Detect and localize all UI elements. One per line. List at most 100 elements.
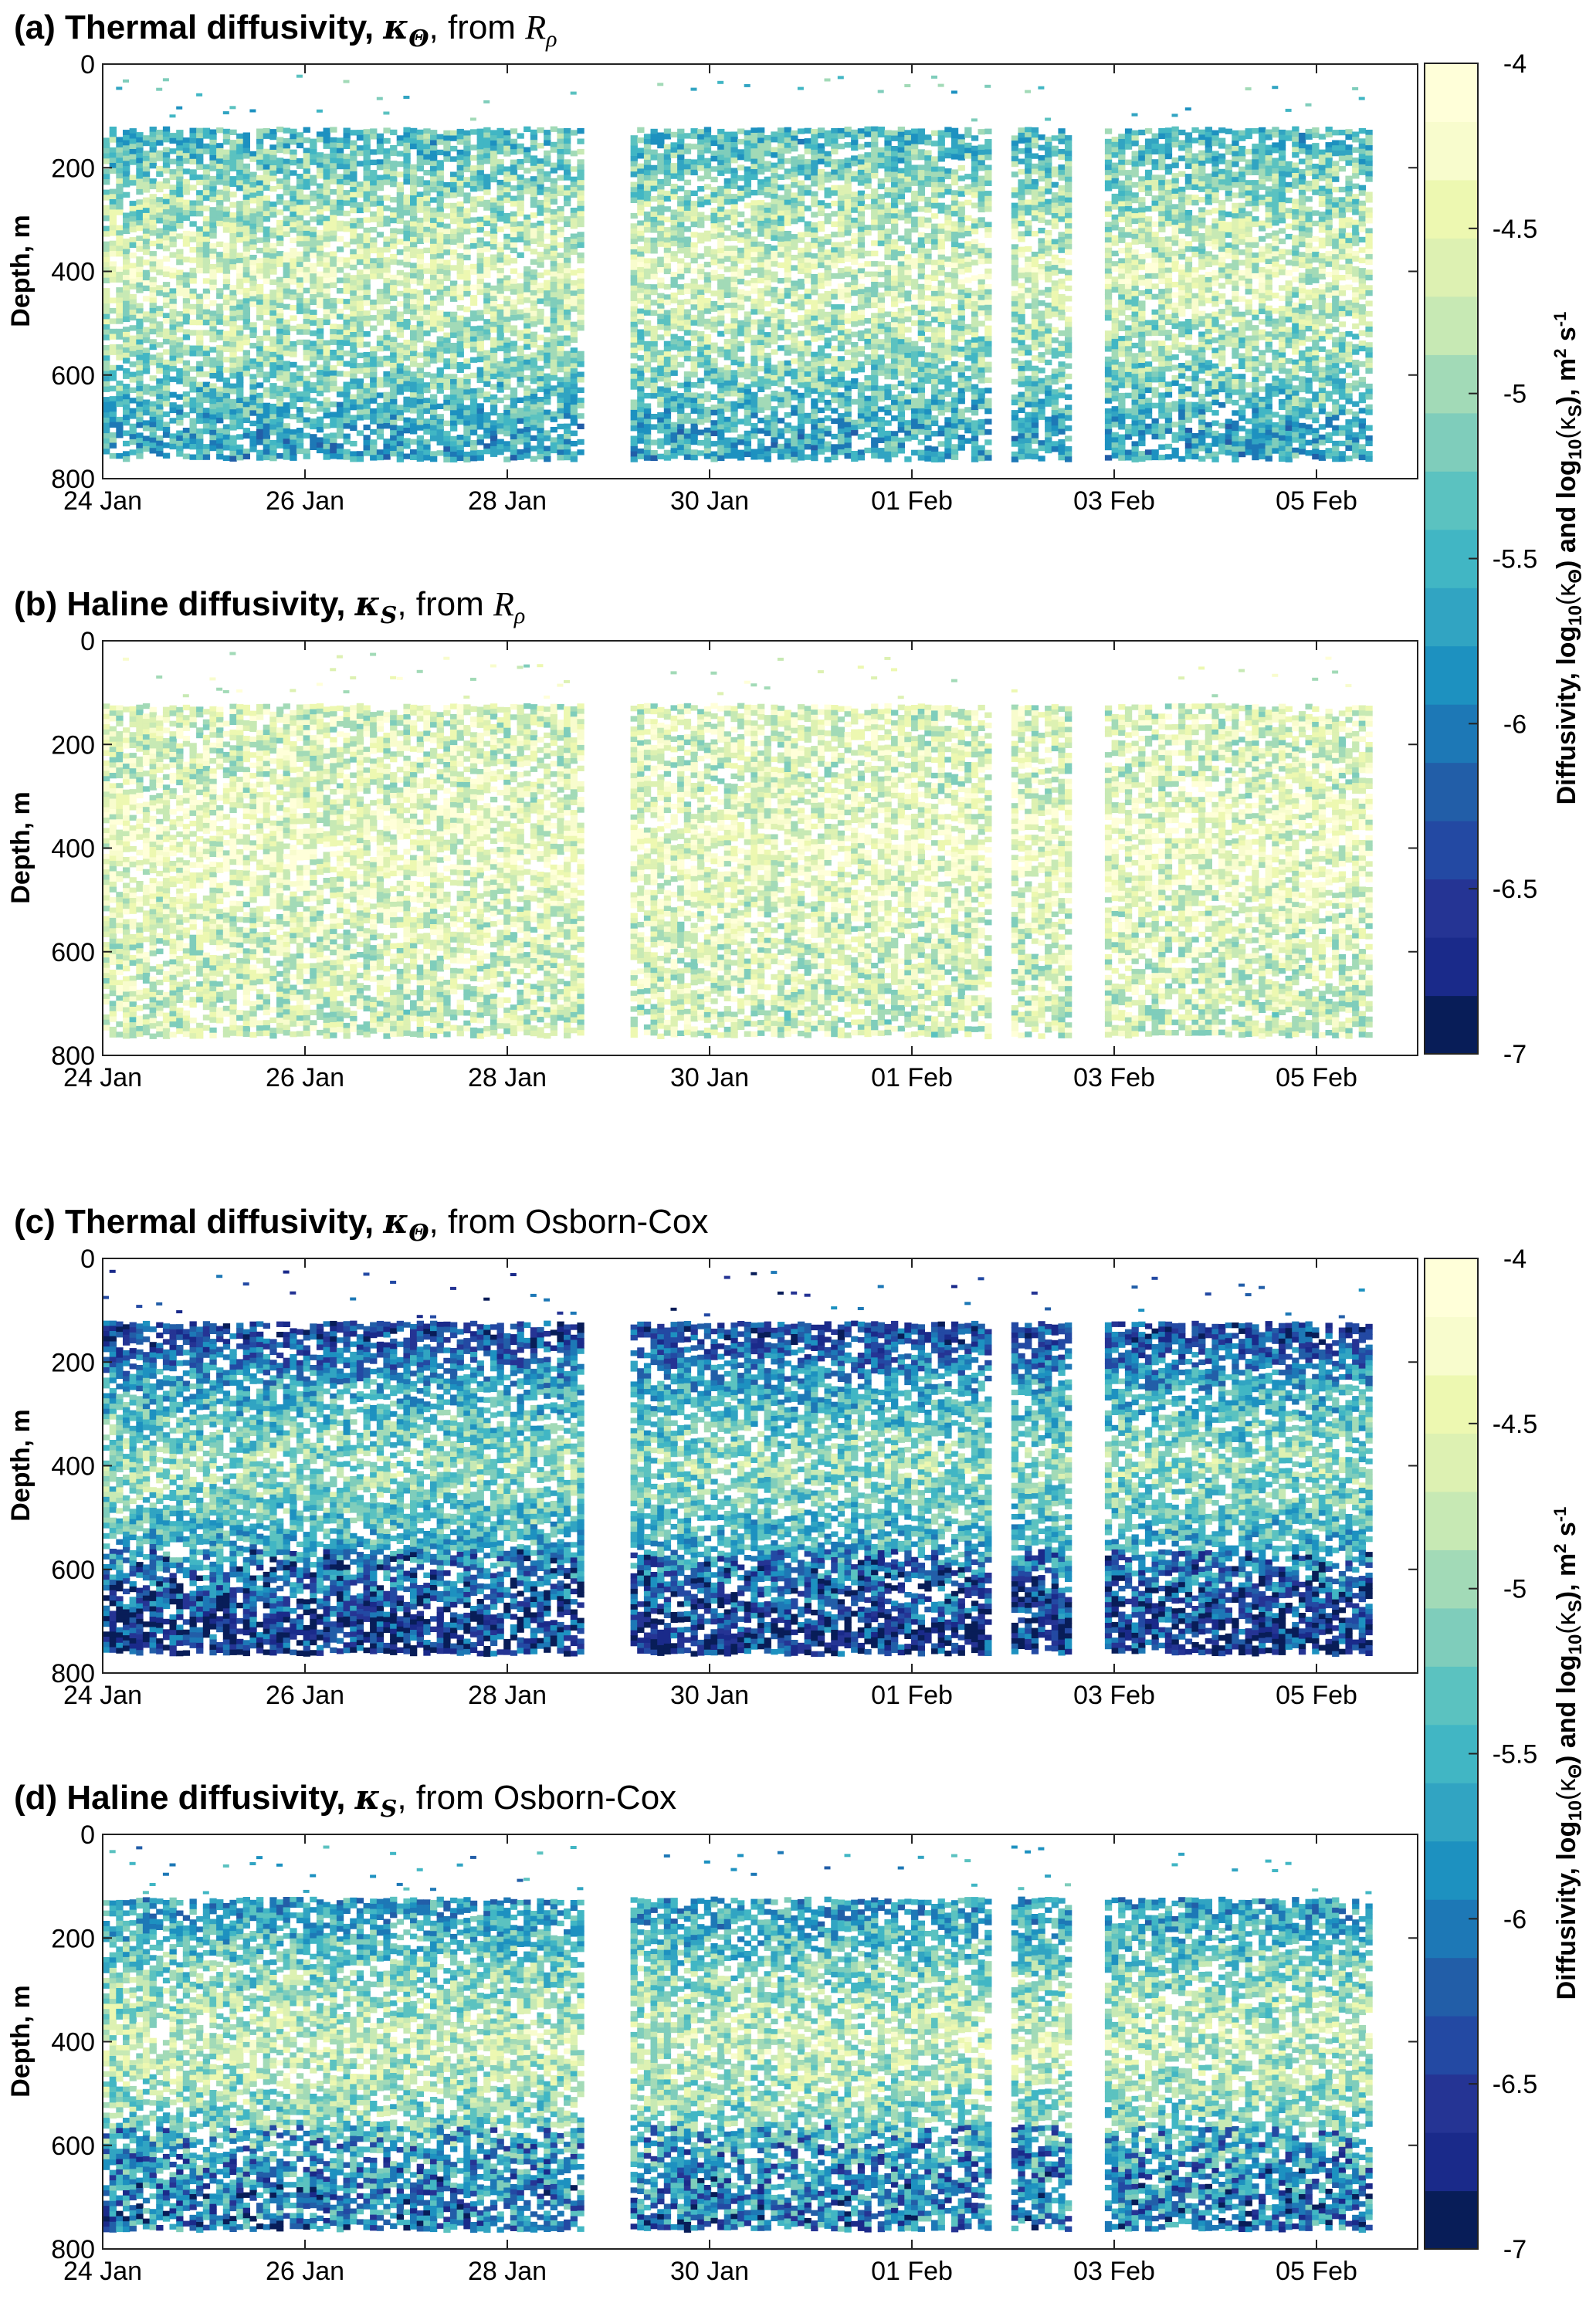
heatmap-cell [223,305,230,310]
heatmap-cell [229,218,236,223]
heatmap-cell [143,156,150,161]
heatmap-cell [190,232,197,237]
heatmap-cell [196,149,203,154]
heatmap-cell [116,142,123,147]
heatmap-cell [136,340,143,345]
heatmap-cell [130,216,137,222]
heatmap-cell [256,294,263,300]
heatmap-cell [223,274,230,279]
heatmap-cell [203,387,210,392]
heatmap-cell [223,222,230,228]
heatmap-cell [156,311,163,317]
heatmap-cell [170,242,177,247]
heatmap-cell [249,224,256,229]
heatmap-cell [110,417,117,422]
heatmap-cell [136,199,143,205]
heatmap-cell [196,226,203,232]
heatmap-cell [156,389,163,395]
heatmap-cell [216,345,223,351]
heatmap-cell [196,361,203,367]
heatmap-cell [143,400,150,405]
heatmap-cell [236,388,243,393]
heatmap-cell [163,168,170,173]
heatmap-cell [209,367,216,373]
heatmap-cell [176,202,183,208]
heatmap-cell [223,242,230,248]
heatmap-cell [263,170,270,175]
heatmap-cell [170,205,177,211]
heatmap-cell [143,151,150,156]
heatmap-cell [236,346,243,351]
heatmap-cell [123,161,130,166]
heatmap-cell [176,280,183,286]
heatmap-cell [263,252,270,258]
heatmap-cell [176,342,183,347]
heatmap-cell [209,191,216,197]
heatmap-cell [243,313,250,319]
heatmap-cell [256,429,263,435]
heatmap-cell [116,287,123,293]
heatmap-cell [163,385,170,391]
heatmap-cell [136,168,143,174]
heatmap-cell [216,215,223,221]
heatmap-cell [150,163,157,168]
heatmap-cell [123,317,130,322]
heatmap-cell [256,346,263,351]
heatmap-cell [196,232,203,237]
heatmap-cell [249,364,256,369]
heatmap-cell [203,330,210,335]
heatmap-cell [249,172,256,178]
heatmap-cell [243,179,250,185]
heatmap-cell [150,256,157,262]
heatmap-cell [249,151,256,157]
heatmap-cell [116,194,123,199]
heatmap-cell [249,301,256,307]
heatmap-cell [116,344,123,350]
heatmap-cell [236,237,243,242]
heatmap-cell [103,288,110,293]
heatmap-cell [243,402,250,408]
heatmap-cell [216,320,223,325]
heatmap-cell [123,166,130,171]
heatmap-cell [103,137,110,143]
heatmap-cell [183,443,190,449]
heatmap-cell [170,211,177,216]
heatmap-cell [236,273,243,279]
heatmap-cell [256,393,263,398]
heatmap-cell [196,413,203,418]
heatmap-cell [170,356,177,361]
heatmap-cell [256,248,263,253]
heatmap-cell [103,449,110,454]
heatmap-cell [249,374,256,379]
heatmap-cell [176,420,183,425]
heatmap-cell [123,441,130,446]
heatmap-cell [203,205,210,211]
heatmap-cell [236,413,243,418]
heatmap-cell [130,268,137,273]
heatmap-cell [196,320,203,325]
heatmap-cell [150,323,157,329]
heatmap-cell [190,351,197,356]
heatmap-cell [143,353,150,358]
heatmap-cell [216,454,223,459]
heatmap-cell [196,262,203,268]
heatmap-cell [136,381,143,386]
heatmap-cell [123,420,130,425]
heatmap-cell [110,168,117,174]
heatmap-cell [163,184,170,189]
heatmap-cell [209,383,216,388]
heatmap-cell [209,347,216,352]
heatmap-cell [183,210,190,215]
heatmap-cell [216,169,223,174]
heatmap-cell [150,282,157,287]
heatmap-cell [116,205,123,210]
heatmap-cell [236,279,243,284]
heatmap-cell [190,154,197,159]
heatmap-cell [143,177,150,182]
heatmap-cell [130,134,137,139]
heatmap-cell [143,171,150,177]
heatmap-cell [143,244,150,249]
heatmap-cell [203,351,210,356]
heatmap-cell [263,262,270,268]
panel-a: (a) Thermal diffusivity, κΘ, from Rρ 020… [6,8,1418,516]
